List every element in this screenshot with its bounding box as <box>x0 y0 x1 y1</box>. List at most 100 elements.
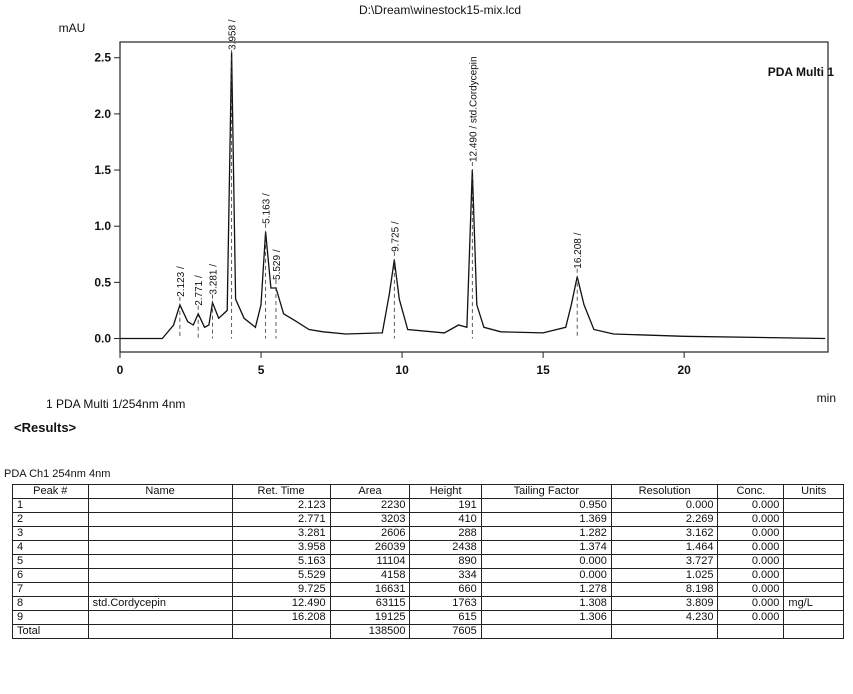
table-cell: 7605 <box>410 625 481 639</box>
table-cell: 1.308 <box>481 597 611 611</box>
table-cell: 1.374 <box>481 541 611 555</box>
table-cell: 3.281 <box>232 527 330 541</box>
table-row: 55.163111048900.0003.7270.000 <box>13 555 844 569</box>
table-cell: 0.000 <box>718 513 784 527</box>
table-cell: 288 <box>410 527 481 541</box>
table-cell: 1.464 <box>611 541 718 555</box>
y-tick-label: 2.0 <box>94 107 111 121</box>
peak-label: 2.123 / <box>176 266 187 297</box>
table-cell: 5.163 <box>232 555 330 569</box>
table-cell: 0.000 <box>611 499 718 513</box>
table-cell: 4158 <box>330 569 410 583</box>
table-cell: 1763 <box>410 597 481 611</box>
peak-label: 5.163 / <box>262 193 273 224</box>
table-cell <box>88 499 232 513</box>
table-cell <box>232 625 330 639</box>
table-cell: 3.727 <box>611 555 718 569</box>
table-cell <box>784 625 844 639</box>
table-cell <box>784 611 844 625</box>
x-tick-label: 5 <box>258 363 265 377</box>
table-cell: 12.490 <box>232 597 330 611</box>
peak-label: 9.725 / <box>390 221 401 252</box>
table-cell: 2606 <box>330 527 410 541</box>
table-cell: 19125 <box>330 611 410 625</box>
table-cell: 26039 <box>330 541 410 555</box>
table-cell: 0.000 <box>718 569 784 583</box>
y-tick-label: 2.5 <box>94 51 111 65</box>
peak-label: 3.281 / <box>209 264 220 295</box>
table-cell: 0.000 <box>718 541 784 555</box>
table-cell <box>481 625 611 639</box>
column-header: Conc. <box>718 485 784 499</box>
table-row: 8std.Cordycepin12.4906311517631.3083.809… <box>13 597 844 611</box>
table-cell: 2.771 <box>232 513 330 527</box>
table-cell: 3 <box>13 527 89 541</box>
peak-label: 12.490 / std.Cordycepin <box>468 56 479 162</box>
table-cell <box>784 569 844 583</box>
y-axis-label: mAU <box>59 21 86 35</box>
table-cell <box>784 513 844 527</box>
chart: D:\Dream\winestock15-mix.lcd mAU min 1 P… <box>0 0 853 420</box>
table-cell: 16.208 <box>232 611 330 625</box>
table-cell <box>611 625 718 639</box>
table-cell: 4 <box>13 541 89 555</box>
column-header: Area <box>330 485 410 499</box>
table-cell: 3.162 <box>611 527 718 541</box>
table-cell: 0.000 <box>481 569 611 583</box>
table-cell: 6 <box>13 569 89 583</box>
table-cell: 410 <box>410 513 481 527</box>
legend-label: PDA Multi 1 <box>768 65 835 79</box>
x-tick-label: 10 <box>395 363 409 377</box>
table-cell: 1.278 <box>481 583 611 597</box>
table-cell <box>88 541 232 555</box>
table-cell: 3203 <box>330 513 410 527</box>
y-tick-label: 1.5 <box>94 163 111 177</box>
table-cell <box>88 513 232 527</box>
peak-label: 16.208 / <box>573 232 584 268</box>
table-cell: 16631 <box>330 583 410 597</box>
table-cell: 2 <box>13 513 89 527</box>
table-cell: 0.000 <box>718 527 784 541</box>
table-cell: 0.000 <box>718 597 784 611</box>
table-cell: 660 <box>410 583 481 597</box>
table-cell: 4.230 <box>611 611 718 625</box>
table-cell: 0.000 <box>718 555 784 569</box>
table-cell: 63115 <box>330 597 410 611</box>
table-cell: mg/L <box>784 597 844 611</box>
column-header: Tailing Factor <box>481 485 611 499</box>
table-cell: Total <box>13 625 89 639</box>
x-tick-label: 15 <box>536 363 550 377</box>
table-cell: 9 <box>13 611 89 625</box>
table-cell <box>88 611 232 625</box>
table-cell: 1.282 <box>481 527 611 541</box>
table-cell <box>784 499 844 513</box>
table-cell: 138500 <box>330 625 410 639</box>
table-cell: 1.369 <box>481 513 611 527</box>
y-tick-label: 0.5 <box>94 275 111 289</box>
x-tick-label: 0 <box>117 363 124 377</box>
table-cell: 7 <box>13 583 89 597</box>
table-cell: 2438 <box>410 541 481 555</box>
table-cell: 0.000 <box>718 611 784 625</box>
table-cell: 2.269 <box>611 513 718 527</box>
column-header: Height <box>410 485 481 499</box>
table-row: Total 1385007605 <box>13 625 844 639</box>
table-cell: 11104 <box>330 555 410 569</box>
table-cell <box>88 583 232 597</box>
y-tick-label: 1.0 <box>94 219 111 233</box>
table-cell: 0.950 <box>481 499 611 513</box>
peak-label: 3.958 / <box>228 19 239 50</box>
y-tick-label: 0.0 <box>94 332 111 346</box>
column-header: Name <box>88 485 232 499</box>
x-tick-label: 20 <box>677 363 691 377</box>
table-cell: 191 <box>410 499 481 513</box>
table-cell <box>784 541 844 555</box>
table-cell <box>784 527 844 541</box>
table-cell: 615 <box>410 611 481 625</box>
table-cell <box>88 569 232 583</box>
